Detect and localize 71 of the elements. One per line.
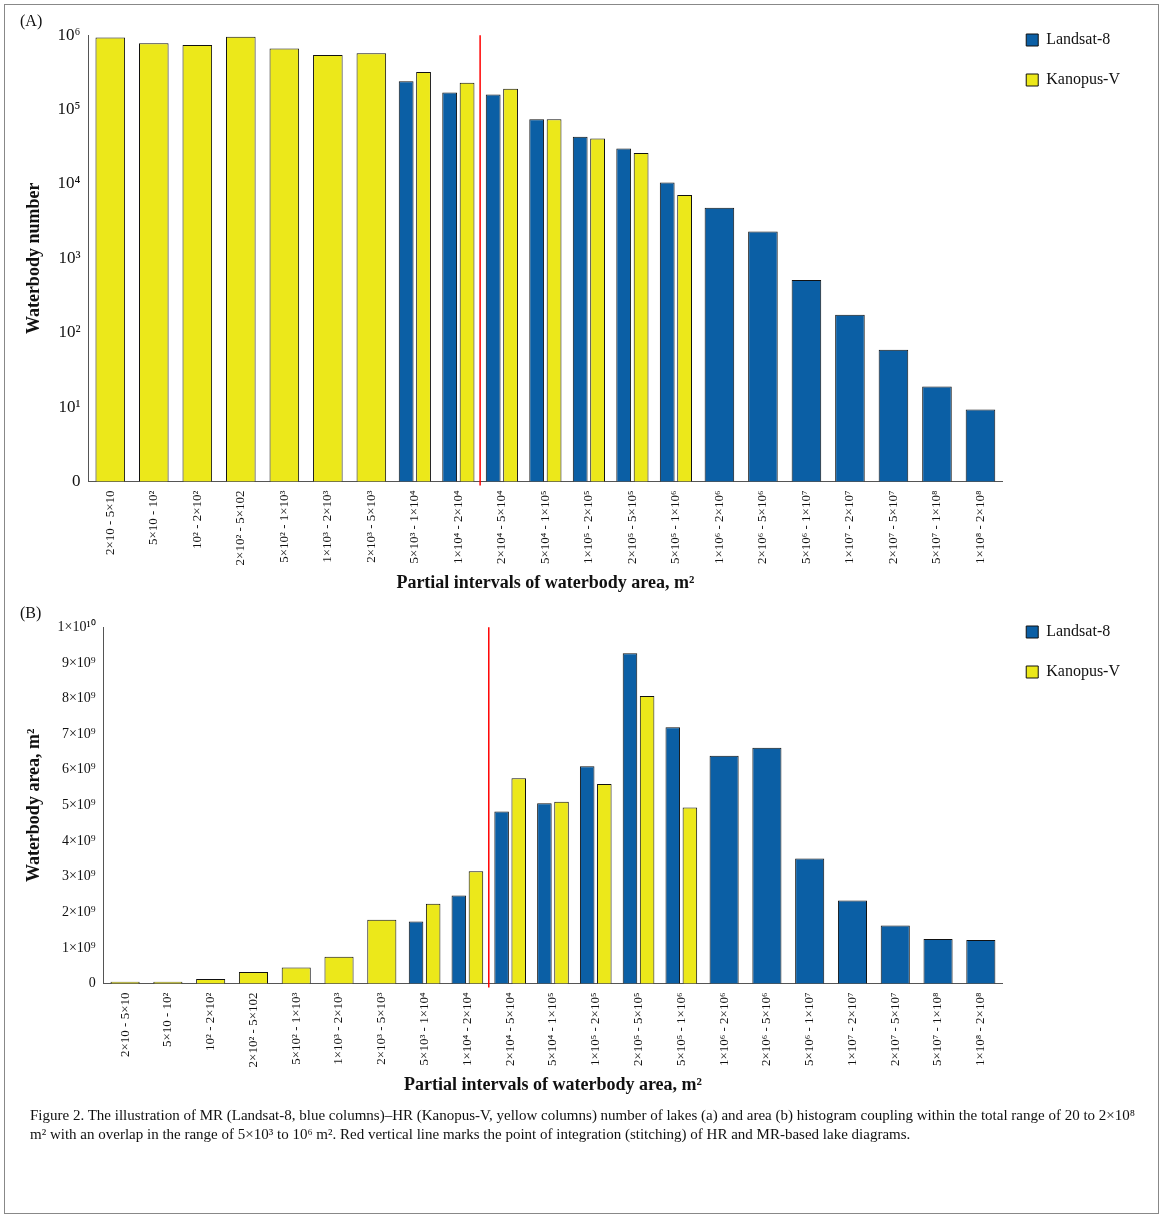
x-tick-label: 2×10² - 5×102 <box>244 992 260 1068</box>
x-tick-label: 5×10⁵ - 1×10⁶ <box>672 992 688 1067</box>
x-tick-label: 5×10⁶ - 1×10⁷ <box>797 490 813 565</box>
x-tick-label: 1×10⁵ - 2×10⁵ <box>580 490 596 565</box>
x-tick-label: 5×10⁷ - 1×10⁸ <box>929 992 945 1067</box>
x-tick-label: 2×10 - 5×10 <box>116 992 132 1058</box>
y-axis-title: Waterbody area, m² <box>23 728 44 883</box>
x-tick-label: 2×10⁵ - 5×10⁵ <box>629 992 645 1067</box>
x-tick-label: 2×10 - 5×10 <box>101 490 117 556</box>
x-tick-label: 5×10⁵ - 1×10⁶ <box>667 490 683 565</box>
y-tick-label: 0 <box>88 975 96 991</box>
x-tick-label: 1×10⁸ - 2×10⁸ <box>971 490 987 565</box>
y-axis-title: Waterbody number <box>23 182 44 335</box>
x-tick-label: 2×10³ - 5×10³ <box>373 992 389 1065</box>
x-tick-label: 1×10³ - 2×10³ <box>319 490 335 563</box>
y-tick-label: 10³ <box>58 247 81 267</box>
y-tick-label: 9×10⁹ <box>61 654 96 670</box>
x-axis-title: Partial intervals of waterbody area, m² <box>396 571 695 592</box>
x-tick-label: 2×10⁶ - 5×10⁶ <box>754 490 770 565</box>
y-tick-label: 0 <box>72 470 81 490</box>
x-tick-label: 5×10⁷ - 1×10⁸ <box>928 490 944 565</box>
x-tick-label: 5×10⁴ - 1×10⁵ <box>544 992 560 1067</box>
caption: Figure 2. The illustration of MR (Landsat-8, blue columns)–HR (Kanopus-V, yellow columns) number of lakes (a) and area (b) histogram coupling within the total range of 20 to 2×10⁸ m² with an overlap in the range of 5×10³ to 10⁶ m². Red vertical line marks the point of integration (stitching) of HR and MR-based lake diagrams. <box>30 1106 1136 1144</box>
y-tick-label: 10² <box>58 322 81 342</box>
legend-label: Kanopus-V <box>1046 662 1121 681</box>
y-tick-label: 1×10¹⁰ <box>57 618 96 634</box>
y-tick-label: 10⁴ <box>57 173 81 193</box>
x-tick-label: 2×10⁷ - 5×10⁷ <box>884 490 900 565</box>
y-tick-label: 10¹ <box>58 396 81 416</box>
x-tick-label: 5×10⁴ - 1×10⁵ <box>536 490 552 565</box>
x-tick-label: 10² - 2×10² <box>188 490 204 549</box>
x-tick-label: 1×10⁶ - 2×10⁶ <box>715 992 731 1067</box>
x-axis-title: Partial intervals of waterbody area, m² <box>403 1073 702 1094</box>
x-tick-label: 5×10² - 1×10³ <box>275 490 291 563</box>
y-tick-label: 2×10⁹ <box>61 903 96 919</box>
x-tick-label: 1×10⁸ - 2×10⁸ <box>972 992 988 1067</box>
x-tick-label: 10² - 2×10² <box>202 992 218 1051</box>
x-tick-label: 1×10⁵ - 2×10⁵ <box>587 992 603 1067</box>
x-tick-label: 2×10² - 5×102 <box>232 490 248 566</box>
x-tick-label: 2×10⁴ - 5×10⁴ <box>493 490 509 565</box>
y-tick-label: 1×10⁹ <box>61 939 96 955</box>
chart-title: (A) <box>20 11 43 30</box>
x-tick-label: 5×10⁶ - 1×10⁷ <box>801 992 817 1067</box>
y-tick-label: 10⁵ <box>57 99 81 119</box>
x-tick-label: 2×10⁴ - 5×10⁴ <box>501 992 517 1067</box>
x-tick-label: 2×10³ - 5×10³ <box>362 490 378 563</box>
y-tick-label: 5×10⁹ <box>61 797 96 813</box>
x-tick-label: 2×10⁵ - 5×10⁵ <box>623 490 639 565</box>
chart-title: (B) <box>20 603 42 622</box>
x-tick-label: 2×10⁷ - 5×10⁷ <box>886 992 902 1067</box>
x-tick-label: 5×10³ - 1×10⁴ <box>406 490 422 564</box>
y-tick-label: 8×10⁹ <box>61 690 96 706</box>
x-tick-label: 5×10² - 1×10³ <box>287 992 303 1065</box>
x-tick-label: 5×10 - 10² <box>145 490 161 546</box>
x-tick-label: 2×10⁶ - 5×10⁶ <box>758 992 774 1067</box>
x-tick-label: 1×10⁴ - 2×10⁴ <box>458 992 474 1067</box>
y-tick-label: 7×10⁹ <box>61 725 96 741</box>
y-tick-label: 10⁶ <box>57 24 81 44</box>
legend-label: Landsat-8 <box>1046 622 1111 640</box>
x-tick-label: 5×10 - 10² <box>159 992 175 1048</box>
x-tick-label: 1×10⁴ - 2×10⁴ <box>449 490 465 565</box>
y-tick-label: 4×10⁹ <box>61 832 96 848</box>
x-tick-label: 1×10⁶ - 2×10⁶ <box>710 490 726 565</box>
legend-label: Kanopus-V <box>1046 70 1121 89</box>
legend-label: Landsat-8 <box>1046 30 1111 48</box>
y-tick-label: 6×10⁹ <box>61 761 96 777</box>
x-tick-label: 1×10⁷ - 2×10⁷ <box>843 992 859 1067</box>
y-tick-label: 3×10⁹ <box>61 868 96 884</box>
x-tick-label: 1×10³ - 2×10³ <box>330 992 346 1065</box>
x-tick-label: 1×10⁷ - 2×10⁷ <box>841 490 857 565</box>
x-tick-label: 5×10³ - 1×10⁴ <box>416 992 432 1066</box>
